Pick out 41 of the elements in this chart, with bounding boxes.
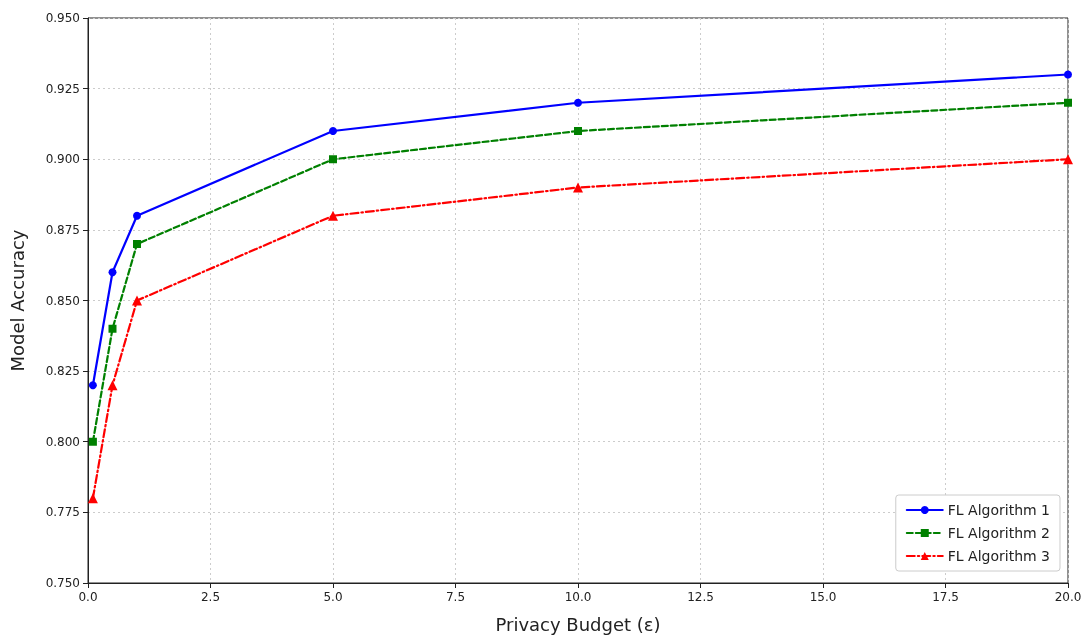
y-tick-label: 0.875: [45, 222, 80, 237]
point: [132, 295, 142, 306]
point: [108, 268, 117, 277]
legend-label: FL Algorithm 2: [947, 525, 1051, 541]
point: [1064, 98, 1072, 107]
y-tick-label: 0.800: [45, 434, 80, 449]
x-tick-label: 10.0: [564, 590, 592, 604]
point: [133, 211, 141, 220]
point: [574, 98, 582, 107]
y-axis-title: Model Accuracy: [6, 229, 28, 372]
x-tick-label: 5.0: [323, 590, 343, 604]
point: [88, 437, 97, 446]
point: [87, 493, 98, 504]
point: [329, 155, 337, 164]
x-tick-label: 20.0: [1054, 590, 1082, 604]
x-tick-label: 0.0: [78, 590, 98, 604]
x-tick-label: 12.5: [687, 590, 714, 604]
legend-label: FL Algorithm 3: [947, 548, 1051, 564]
point: [107, 380, 118, 391]
point: [1063, 154, 1073, 165]
y-tick-label: 0.900: [45, 152, 80, 167]
point: [329, 127, 337, 135]
y-tick-label: 0.850: [45, 293, 80, 308]
point: [133, 240, 141, 248]
point: [574, 127, 582, 135]
point: [1064, 70, 1072, 79]
point: [328, 210, 338, 221]
y-tick-label: 0.925: [45, 81, 80, 96]
y-tick-label: 0.825: [45, 364, 80, 379]
y-tick-label: 0.775: [45, 505, 80, 520]
x-tick-label: 17.5: [932, 590, 959, 604]
point: [573, 182, 583, 193]
x-axis-title: Privacy Budget (ε): [495, 613, 661, 635]
legend-label: FL Algorithm 1: [947, 502, 1051, 518]
y-tick-label: 0.750: [45, 576, 80, 590]
x-tick-label: 2.5: [200, 590, 221, 604]
x-tick-label: 7.5: [445, 590, 466, 604]
point: [108, 324, 117, 333]
x-tick-label: 15.0: [809, 590, 837, 604]
point: [88, 381, 97, 390]
y-tick-label: 0.950: [45, 11, 80, 25]
